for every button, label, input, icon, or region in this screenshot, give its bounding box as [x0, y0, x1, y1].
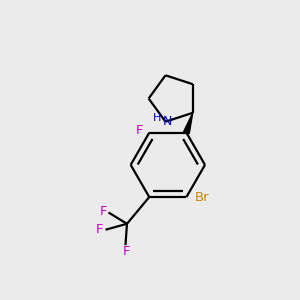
Text: F: F: [96, 223, 103, 236]
Text: N: N: [162, 115, 172, 128]
Polygon shape: [184, 113, 193, 134]
Text: F: F: [136, 124, 143, 137]
Text: H: H: [152, 113, 161, 123]
Text: Br: Br: [195, 190, 209, 203]
Text: F: F: [99, 206, 107, 218]
Text: F: F: [122, 245, 130, 258]
